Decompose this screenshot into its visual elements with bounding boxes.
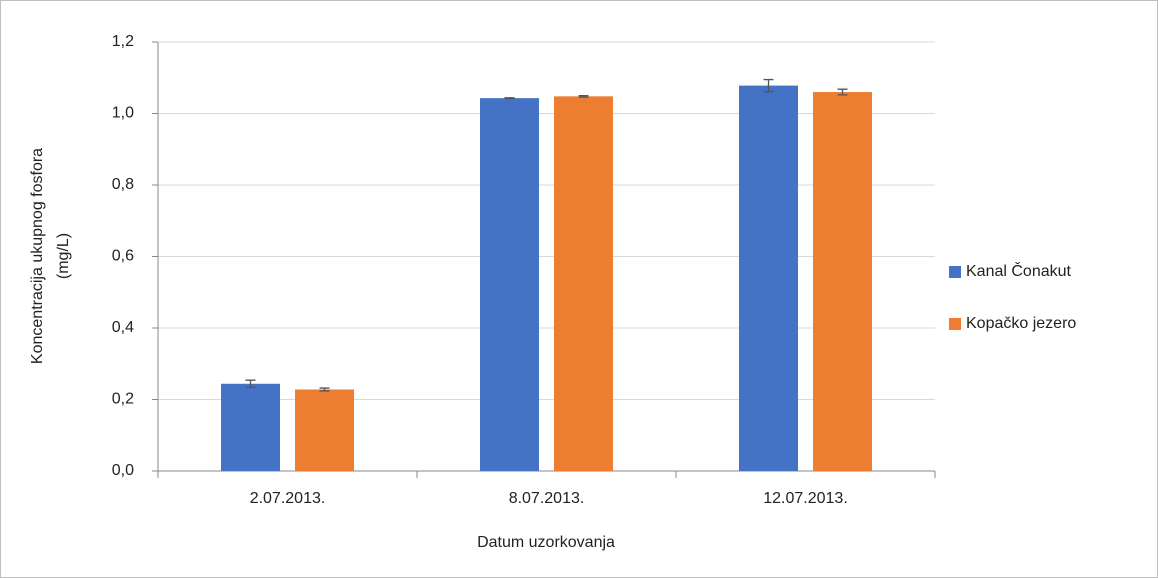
error-bar	[504, 97, 515, 100]
y-tick-label: 0,4	[112, 319, 134, 336]
error-bar	[319, 387, 330, 392]
bar	[480, 98, 539, 471]
legend-swatch	[949, 318, 961, 330]
y-tick-label: 0,2	[112, 391, 134, 408]
y-axis-title-line: Koncentracija ukupnog fosfora	[29, 148, 46, 364]
x-tick-label: 8.07.2013.	[509, 490, 585, 507]
y-tick-label: 0,8	[112, 176, 134, 193]
y-axis-title-line: (mg/L)	[55, 233, 72, 279]
error-bar	[837, 88, 848, 96]
bar	[813, 92, 872, 472]
legend-label: Kopačko jezero	[966, 315, 1076, 332]
error-bar	[245, 379, 256, 388]
y-tick-label: 1,0	[112, 105, 134, 122]
y-tick-label: 0,0	[112, 462, 134, 479]
legend-label: Kanal Čonakut	[966, 261, 1072, 280]
x-tick-label: 2.07.2013.	[250, 490, 326, 507]
y-tick-label: 0,6	[112, 248, 134, 265]
error-bar	[578, 94, 589, 98]
x-tick-label: 12.07.2013.	[763, 490, 848, 507]
error-bar	[763, 78, 774, 93]
bar	[295, 389, 354, 471]
x-axis-title: Datum uzorkovanja	[477, 534, 615, 551]
legend-swatch	[949, 266, 961, 278]
y-tick-label: 1,2	[112, 33, 134, 50]
bar	[739, 85, 798, 472]
bar	[554, 96, 613, 471]
y-axis-title: Koncentracija ukupnog fosfora (mg/L)	[29, 148, 72, 364]
bar	[221, 383, 280, 471]
